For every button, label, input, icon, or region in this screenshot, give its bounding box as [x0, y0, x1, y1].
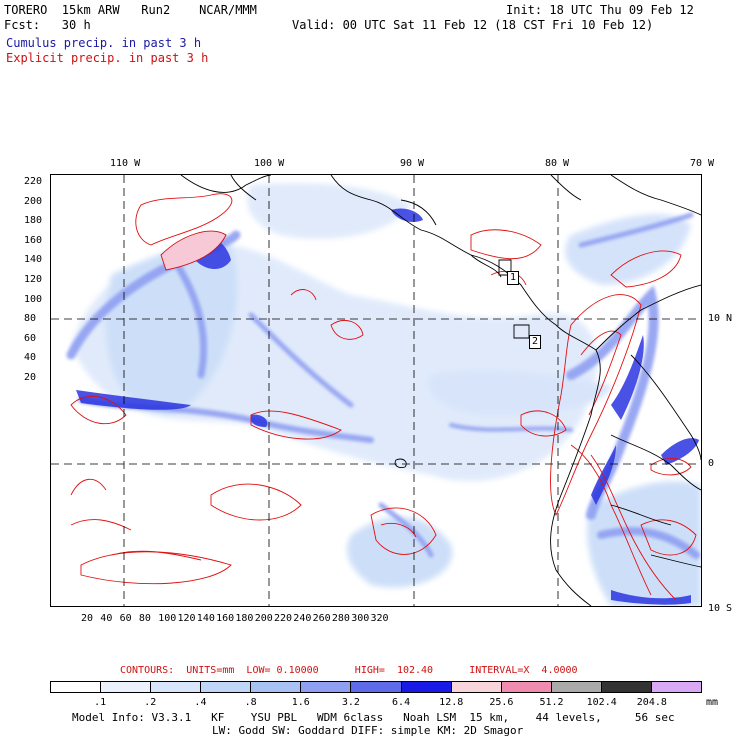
y-tick-label: 160 — [24, 234, 43, 246]
x-tick-label: 80 — [138, 613, 151, 624]
explicit-precip-contours — [70, 193, 697, 601]
colorbar-label: .2 — [144, 697, 157, 708]
lon-label-70w: 70 W — [690, 158, 715, 169]
init-time: Init: 18 UTC Thu 09 Feb 12 — [506, 3, 694, 17]
colorbar-cell — [301, 682, 352, 692]
x-tick-label: 300 — [351, 613, 370, 624]
colorbar-label: 6.4 — [392, 697, 411, 708]
latlon-grid — [51, 175, 701, 606]
lat-label-0: 0 — [708, 458, 715, 469]
lat-label-10s: 10 S — [708, 603, 733, 614]
explicit-precip-label: Explicit precip. in past 3 h — [6, 51, 209, 65]
coastlines — [180, 175, 701, 606]
colorbar — [50, 681, 702, 693]
y-tick-label: 220 — [24, 176, 43, 187]
colorbar-label: 12.8 — [439, 697, 464, 708]
lon-label-80w: 80 W — [545, 158, 570, 169]
y-tick-label: 60 — [24, 332, 37, 344]
lat-label-10n: 10 N — [708, 313, 733, 324]
x-tick-label: 100 — [158, 613, 177, 624]
map-canvas — [51, 175, 701, 606]
box-label-1: 1 — [507, 271, 520, 285]
colorbar-cell — [401, 682, 452, 692]
y-tick-label: 180 — [24, 215, 43, 227]
valid-time: Valid: 00 UTC Sat 11 Feb 12 (18 CST Fri … — [292, 18, 654, 32]
box-label-2: 2 — [529, 335, 542, 349]
colorbar-cell — [101, 682, 152, 692]
lon-label-90w: 90 W — [400, 158, 425, 169]
model-physics: LW: Godd SW: Goddard DIFF: simple KM: 2D… — [212, 724, 524, 737]
x-tick-label: 20 — [81, 613, 94, 624]
lon-label-100w: 100 W — [254, 158, 285, 169]
y-tick-label: 80 — [24, 313, 37, 325]
colorbar-label: 102.4 — [586, 697, 617, 708]
colorbar-cell — [201, 682, 252, 692]
y-tick-label: 100 — [24, 293, 43, 305]
colorbar-label: 51.2 — [539, 697, 564, 708]
colorbar-cell — [451, 682, 502, 692]
y-tick-label: 120 — [24, 274, 43, 285]
cumulus-precip-label: Cumulus precip. in past 3 h — [6, 36, 202, 50]
colorbar-label: .8 — [244, 697, 257, 708]
x-tick-label: 120 — [177, 613, 196, 624]
colorbar-cell — [351, 682, 402, 692]
x-tick-label: 60 — [119, 613, 132, 624]
colorbar-label: .4 — [194, 697, 207, 708]
colorbar-cell — [251, 682, 302, 692]
x-tick-label: 40 — [100, 613, 113, 624]
colorbar-cell — [51, 682, 102, 692]
precipitation-map: 1 2 — [50, 174, 702, 607]
x-tick-label: 260 — [312, 613, 331, 624]
y-tick-label: 40 — [24, 352, 37, 364]
x-tick-label: 200 — [254, 613, 273, 624]
contours-info: CONTOURS: UNITS=mm LOW= 0.10000 HIGH= 10… — [120, 665, 578, 676]
colorbar-label: 1.6 — [291, 697, 310, 708]
x-tick-label: 180 — [235, 613, 254, 624]
x-tick-label: 320 — [370, 613, 389, 624]
colorbar-cell — [651, 682, 702, 692]
colorbar-label: .1 — [94, 697, 107, 708]
colorbar-cell — [601, 682, 652, 692]
x-tick-label: 240 — [293, 613, 312, 624]
colorbar-unit: mm — [706, 697, 719, 708]
x-tick-label: 280 — [331, 613, 350, 624]
cumulus-light-shading — [71, 183, 701, 606]
x-tick-label: 140 — [196, 613, 215, 624]
forecast-hour: Fcst: 30 h — [4, 18, 91, 32]
x-tick-label: 220 — [274, 613, 293, 624]
y-tick-label: 140 — [24, 254, 43, 266]
colorbar-cell — [551, 682, 602, 692]
colorbar-label: 25.6 — [489, 697, 514, 708]
model-info: Model Info: V3.3.1 KF YSU PBL WDM 6class… — [72, 711, 675, 724]
y-tick-label: 200 — [24, 195, 43, 207]
colorbar-cell — [501, 682, 552, 692]
colorbar-label: 3.2 — [341, 697, 360, 708]
x-tick-label: 160 — [216, 613, 235, 624]
colorbar-cell — [151, 682, 202, 692]
lon-label-110w: 110 W — [110, 158, 141, 169]
y-tick-label: 20 — [24, 372, 37, 383]
model-title: TORERO 15km ARW Run2 NCAR/MMM — [4, 3, 257, 17]
colorbar-label: 204.8 — [636, 697, 667, 708]
